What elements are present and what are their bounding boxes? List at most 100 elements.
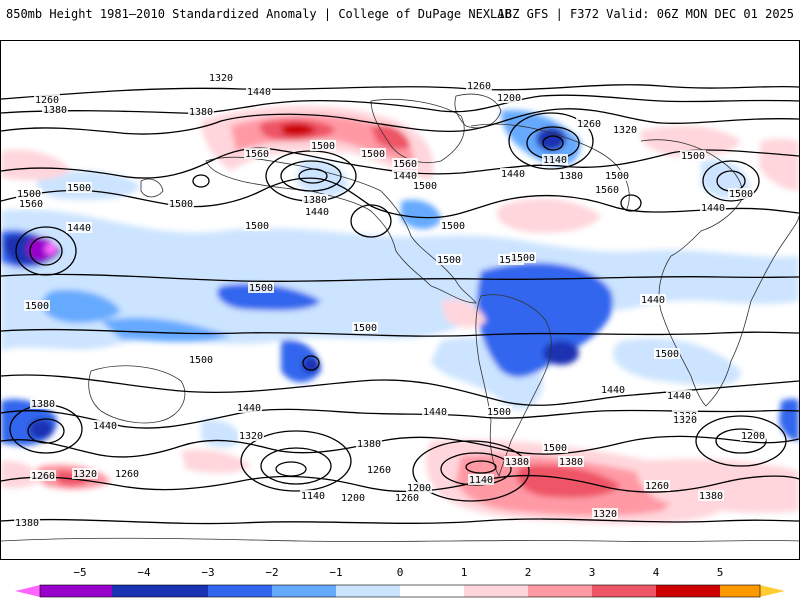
contour-label: 1380 [189, 107, 213, 118]
contour-label: 1440 [641, 295, 665, 306]
colorbar-tick-label: −2 [265, 566, 279, 579]
contour-label: 1380 [31, 399, 55, 410]
contour-label: 1500 [353, 323, 377, 334]
colorbar-tick-label: −3 [201, 566, 215, 579]
map-panel[interactable]: 1320 1260 1380 1440 1380 1500 1560 1500 1380 1440… [0, 40, 800, 560]
contour-label: 1560 [595, 185, 619, 196]
contour-label: 1260 [645, 481, 669, 492]
colorbar-tick-label: 4 [652, 566, 660, 579]
contour-label: 1260 [35, 95, 59, 106]
contour-label: 1140 [469, 475, 493, 486]
contour-label: 1140 [301, 491, 325, 502]
colorbar-swatch-n2 [208, 585, 272, 597]
colorbar-tick-label: −1 [329, 566, 343, 579]
contour-label: 1440 [247, 87, 271, 98]
contour-label: 1440 [501, 169, 525, 180]
contour-label: 1440 [393, 171, 417, 182]
contour-label: 1260 [31, 471, 55, 482]
contour-label: 1320 [613, 125, 637, 136]
header: 850mb Height 1981–2010 Standardized Anom… [0, 0, 800, 30]
colorbar-swatch-n4 [40, 585, 112, 597]
contour-label: 1440 [237, 403, 261, 414]
contour-label: 1500 [189, 355, 213, 366]
contour-label: 1440 [667, 391, 691, 402]
contour-label: 1500 [543, 443, 567, 454]
contour-label: 1500 [361, 149, 385, 160]
colorbar-tick-label: 0 [396, 566, 404, 579]
contour-label: 1500 [169, 199, 193, 210]
contour-label: 1320 [593, 509, 617, 520]
contour-label: 1500 [245, 221, 269, 232]
contour-label: 1320 [673, 415, 697, 426]
contour-label: 1500 [655, 349, 679, 360]
colorbar-swatch-n1 [272, 585, 336, 597]
contour-label: 1560 [19, 199, 43, 210]
contour-label: 1500 [437, 255, 461, 266]
contour-label: 1260 [367, 465, 391, 476]
contour-label: 1260 [395, 493, 419, 504]
contour-label: 1500 [311, 141, 335, 152]
contour-label: 1380 [43, 105, 67, 116]
contour-label: 1440 [701, 203, 725, 214]
contour-label: 1500 [249, 283, 273, 294]
colorbar-tick-label: 3 [588, 566, 596, 579]
contour-label: 1260 [577, 119, 601, 130]
valid-time-label: 18Z GFS | F372 Valid: 06Z MON DEC 01 202… [497, 7, 794, 21]
contour-label: 1500 [487, 407, 511, 418]
contour-label: 1440 [423, 407, 447, 418]
contour-label: 1140 [543, 155, 567, 166]
contour-label: 1320 [239, 431, 263, 442]
contour-label: 1500 [413, 181, 437, 192]
colorbar-min-arrow [15, 585, 40, 597]
contour-label: 1560 [245, 149, 269, 160]
contour-label: 1380 [15, 518, 39, 529]
colorbar-tick-label: −5 [73, 566, 87, 579]
colorbar-swatch-zero [400, 585, 464, 597]
colorbar-swatch-p0 [464, 585, 528, 597]
contour-label: 1500 [25, 301, 49, 312]
contour-label: 1380 [559, 171, 583, 182]
colorbar-swatch-n3 [112, 585, 208, 597]
colorbar-tick-label: 2 [524, 566, 532, 579]
contour-label: 1500 [511, 253, 535, 264]
contour-label: 1380 [505, 457, 529, 468]
contour-label: 1380 [303, 195, 327, 206]
contour-label: 1380 [357, 439, 381, 450]
contour-label: 1500 [67, 183, 91, 194]
colorbar-swatch-p1 [528, 585, 592, 597]
colorbar-scale [15, 584, 785, 598]
contour-label: 1260 [467, 81, 491, 92]
contour-label: 1380 [699, 491, 723, 502]
map-title: 850mb Height 1981–2010 Standardized Anom… [6, 7, 512, 21]
contour-label: 1200 [741, 431, 765, 442]
contour-label: 1200 [341, 493, 365, 504]
contour-label: 1200 [497, 93, 521, 104]
colorbar: −5 −4 −3 −2 −1 0 1 2 3 4 5 [0, 566, 800, 600]
contour-label: 1440 [305, 207, 329, 218]
colorbar-swatch-p4 [720, 585, 760, 597]
contour-label: 1500 [605, 171, 629, 182]
contour-label: 1440 [601, 385, 625, 396]
contour-label: 1380 [559, 457, 583, 468]
contour-label: 1560 [393, 159, 417, 170]
contour-label: 1500 [681, 151, 705, 162]
colorbar-swatch-n0 [336, 585, 400, 597]
contour-label: 1500 [17, 189, 41, 200]
contour-label: 1320 [73, 469, 97, 480]
contour-label: 1440 [67, 223, 91, 234]
colorbar-tick-label: 1 [460, 566, 468, 579]
contour-label: 1320 [209, 73, 233, 84]
contour-label: 1260 [115, 469, 139, 480]
contour-label: 1440 [93, 421, 117, 432]
colorbar-max-arrow [760, 585, 785, 597]
contour-label: 1500 [729, 189, 753, 200]
contour-label: 1200 [407, 483, 431, 494]
colorbar-swatch-p3 [656, 585, 720, 597]
contour-label: 1500 [441, 221, 465, 232]
colorbar-tick-label: −4 [137, 566, 151, 579]
height-contours [1, 84, 799, 525]
colorbar-swatch-p2 [592, 585, 656, 597]
colorbar-tick-label: 5 [716, 566, 724, 579]
